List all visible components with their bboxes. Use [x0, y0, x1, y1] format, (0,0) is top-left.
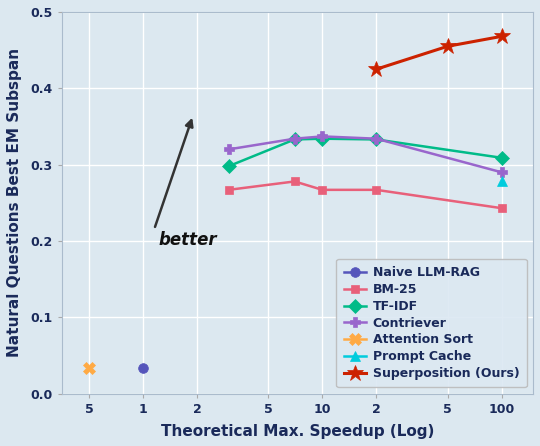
X-axis label: Theoretical Max. Speedup (Log): Theoretical Max. Speedup (Log)	[160, 424, 434, 439]
Contriever	[319, 134, 326, 139]
Superposition (Ours)	[498, 34, 505, 39]
Text: better: better	[159, 231, 217, 249]
Line: TF-IDF: TF-IDF	[224, 134, 507, 171]
TF-IDF	[292, 137, 298, 142]
BM-25	[292, 179, 298, 184]
Contriever	[226, 147, 232, 152]
TF-IDF	[498, 155, 505, 161]
Line: Superposition (Ours): Superposition (Ours)	[368, 28, 510, 78]
Y-axis label: Natural Questions Best EM Subspan: Natural Questions Best EM Subspan	[7, 48, 22, 357]
Line: Contriever: Contriever	[224, 132, 507, 177]
Contriever	[373, 136, 380, 141]
BM-25	[498, 206, 505, 211]
TF-IDF	[319, 136, 326, 141]
Legend: Naive LLM-RAG, BM-25, TF-IDF, Contriever, Attention Sort, Prompt Cache, Superpos: Naive LLM-RAG, BM-25, TF-IDF, Contriever…	[336, 259, 527, 388]
TF-IDF	[226, 164, 232, 169]
Superposition (Ours)	[373, 66, 380, 72]
TF-IDF	[373, 137, 380, 142]
Contriever	[498, 169, 505, 175]
Line: BM-25: BM-25	[225, 177, 505, 212]
BM-25	[226, 187, 232, 193]
BM-25	[373, 187, 380, 193]
Superposition (Ours)	[444, 44, 451, 49]
Contriever	[292, 136, 298, 141]
BM-25	[319, 187, 326, 193]
